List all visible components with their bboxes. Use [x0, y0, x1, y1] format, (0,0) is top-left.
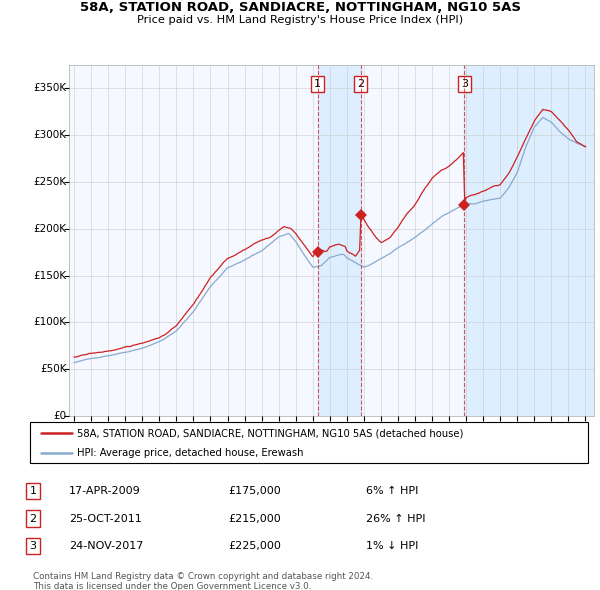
Text: 2: 2 [29, 514, 37, 523]
Bar [317, 65, 361, 416]
Text: 58A, STATION ROAD, SANDIACRE, NOTTINGHAM, NG10 5AS (detached house): 58A, STATION ROAD, SANDIACRE, NOTTINGHAM… [77, 428, 464, 438]
Text: Contains HM Land Registry data © Crown copyright and database right 2024.: Contains HM Land Registry data © Crown c… [33, 572, 373, 581]
Text: £300K: £300K [34, 130, 67, 140]
Text: This data is licensed under the Open Government Licence v3.0.: This data is licensed under the Open Gov… [33, 582, 311, 590]
Text: £215,000: £215,000 [228, 514, 281, 523]
Text: 25-OCT-2011: 25-OCT-2011 [69, 514, 142, 523]
Text: 2: 2 [357, 79, 364, 89]
Text: £250K: £250K [33, 177, 67, 187]
Text: £350K: £350K [33, 83, 67, 93]
Text: £0: £0 [53, 411, 67, 421]
Text: £150K: £150K [33, 271, 67, 280]
Text: £225,000: £225,000 [228, 542, 281, 551]
Text: 6% ↑ HPI: 6% ↑ HPI [366, 486, 418, 496]
FancyBboxPatch shape [30, 422, 588, 463]
Text: £200K: £200K [34, 224, 67, 234]
Text: 3: 3 [461, 79, 468, 89]
Text: £175,000: £175,000 [228, 486, 281, 496]
Text: Price paid vs. HM Land Registry's House Price Index (HPI): Price paid vs. HM Land Registry's House … [137, 15, 463, 25]
Text: 24-NOV-2017: 24-NOV-2017 [69, 542, 143, 551]
Text: 3: 3 [29, 542, 37, 551]
Text: £50K: £50K [40, 364, 67, 374]
Text: 1% ↓ HPI: 1% ↓ HPI [366, 542, 418, 551]
Bar [464, 65, 594, 416]
Text: 1: 1 [314, 79, 321, 89]
Text: 1: 1 [29, 486, 37, 496]
Text: 17-APR-2009: 17-APR-2009 [69, 486, 141, 496]
Text: HPI: Average price, detached house, Erewash: HPI: Average price, detached house, Erew… [77, 448, 304, 458]
Text: 26% ↑ HPI: 26% ↑ HPI [366, 514, 425, 523]
Text: 58A, STATION ROAD, SANDIACRE, NOTTINGHAM, NG10 5AS: 58A, STATION ROAD, SANDIACRE, NOTTINGHAM… [79, 1, 521, 14]
Text: £100K: £100K [34, 317, 67, 327]
